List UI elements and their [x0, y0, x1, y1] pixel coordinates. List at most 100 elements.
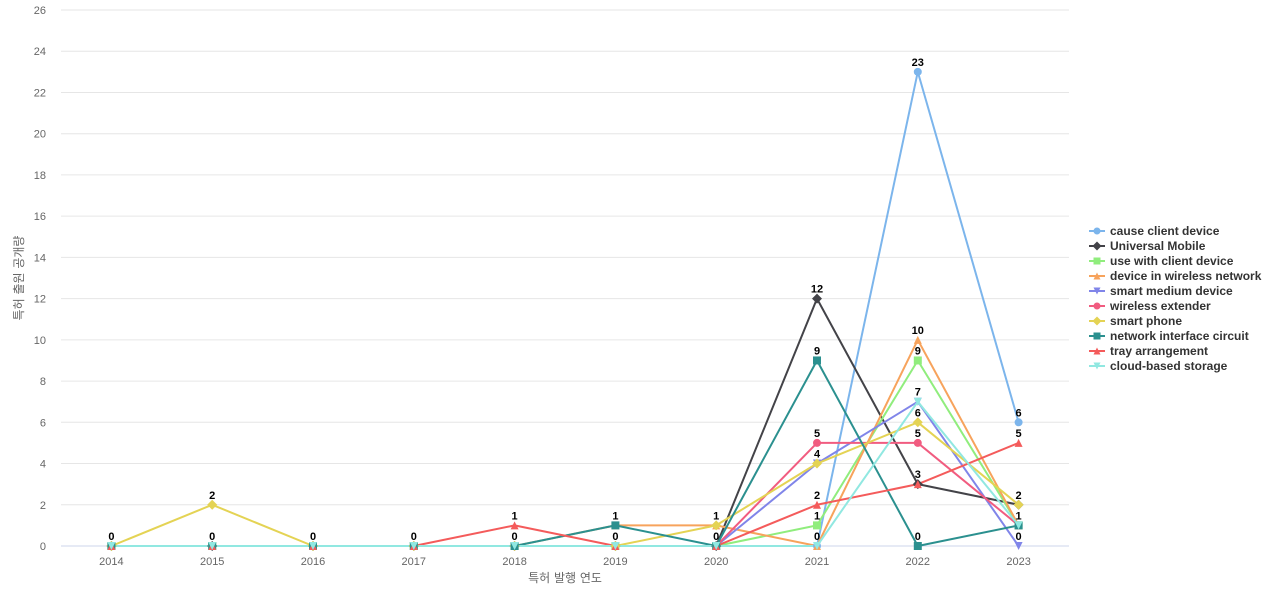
y-axis-title: 특허 출원 공개량 — [12, 236, 26, 321]
data-label: 4 — [814, 449, 821, 461]
x-tick-label: 2018 — [502, 556, 526, 568]
data-point — [813, 500, 821, 509]
x-tick-label: 2022 — [906, 556, 930, 568]
legend-marker — [1093, 257, 1101, 265]
series-line — [110, 400, 1020, 547]
legend-item[interactable]: smart phone — [1089, 314, 1182, 328]
series-lines — [110, 70, 1020, 547]
x-axis-ticks: 2014 2015 2016 2017 2018 2019 2020 2021 2022 2023 — [99, 556, 1031, 568]
x-tick-label: 2017 — [402, 556, 426, 568]
legend-marker — [1093, 347, 1101, 355]
data-label: 0 — [209, 531, 215, 543]
legend-item[interactable]: smart medium device — [1089, 284, 1233, 298]
y-tick-label: 2 — [40, 500, 46, 512]
data-label: 6 — [1016, 407, 1022, 419]
legend-marker — [1093, 272, 1101, 280]
legend-label: cause client device — [1110, 224, 1220, 238]
data-point — [1014, 521, 1023, 530]
data-label: 3 — [915, 469, 921, 481]
legend-item[interactable]: network interface circuit — [1089, 329, 1249, 343]
data-point — [711, 520, 722, 531]
y-tick-label: 0 — [40, 541, 46, 553]
legend-label: Universal Mobile — [1110, 239, 1206, 253]
data-point — [309, 542, 317, 550]
data-point — [510, 542, 519, 550]
data-label: 2 — [1016, 490, 1022, 502]
legend-label: tray arrangement — [1110, 344, 1208, 358]
series-line — [110, 421, 1020, 547]
data-point — [913, 335, 922, 344]
legend-item[interactable]: wireless extender — [1089, 299, 1211, 313]
data-label: 0 — [310, 531, 316, 543]
x-tick-label: 2019 — [603, 556, 627, 568]
x-tick-label: 2016 — [301, 556, 325, 568]
data-label: 0 — [814, 531, 820, 543]
data-label: 1 — [612, 510, 618, 522]
data-point — [913, 438, 922, 447]
legend-marker — [1092, 316, 1102, 326]
series-line — [110, 400, 1020, 547]
y-tick-label: 6 — [40, 417, 46, 429]
data-label: 0 — [713, 531, 719, 543]
x-axis-title: 특허 발행 연도 — [528, 570, 602, 585]
data-label: 9 — [915, 345, 921, 357]
y-tick-label: 18 — [34, 170, 46, 182]
legend-item[interactable]: cloud-based storage — [1089, 359, 1228, 373]
data-point — [611, 521, 620, 530]
data-point — [813, 438, 821, 447]
legend-item[interactable]: Universal Mobile — [1089, 239, 1206, 253]
x-tick-label: 2015 — [200, 556, 224, 568]
data-point — [913, 542, 922, 550]
series-markers — [106, 67, 1024, 551]
data-point — [207, 499, 218, 510]
data-point — [107, 542, 116, 550]
x-tick-label: 2020 — [704, 556, 728, 568]
legend-marker — [1093, 332, 1101, 340]
data-point — [611, 542, 620, 550]
data-label: 0 — [1016, 531, 1022, 543]
data-point — [813, 356, 821, 365]
series-line — [110, 441, 1020, 547]
data-label: 1 — [814, 510, 820, 522]
legend-item[interactable]: cause client device — [1089, 224, 1220, 238]
data-point — [913, 356, 922, 365]
data-point — [208, 542, 217, 550]
y-tick-label: 4 — [40, 459, 46, 471]
data-point — [812, 458, 822, 469]
data-point — [813, 542, 821, 550]
y-tick-label: 12 — [34, 294, 46, 306]
legend-label: cloud-based storage — [1110, 359, 1228, 373]
legend-item[interactable]: use with client device — [1089, 254, 1234, 268]
legend-marker — [1092, 241, 1102, 251]
legend-marker — [1093, 362, 1101, 370]
legend-label: device in wireless network — [1110, 269, 1262, 283]
legend-item[interactable]: device in wireless network — [1089, 269, 1262, 283]
series-line — [110, 441, 1020, 547]
data-point — [1014, 438, 1023, 447]
data-label: 23 — [912, 57, 924, 69]
data-label: 0 — [612, 531, 618, 543]
data-label: 5 — [1016, 428, 1022, 440]
data-label: 5 — [814, 428, 820, 440]
gridlines — [61, 9, 1069, 547]
y-tick-label: 22 — [34, 87, 46, 99]
legend-item[interactable]: tray arrangement — [1089, 344, 1208, 358]
legend-marker — [1093, 302, 1101, 310]
data-point — [812, 293, 822, 304]
y-tick-label: 16 — [34, 211, 46, 223]
legend-label: use with client device — [1110, 254, 1234, 268]
data-point — [913, 397, 922, 406]
x-tick-label: 2021 — [805, 556, 829, 568]
legend-label: smart medium device — [1110, 284, 1233, 298]
data-label: 2 — [209, 490, 215, 502]
legend-marker — [1093, 287, 1101, 295]
data-point — [913, 67, 922, 76]
y-tick-label: 14 — [34, 252, 46, 264]
data-point — [813, 521, 821, 530]
data-label: 5 — [915, 428, 921, 440]
data-label: 2 — [814, 490, 820, 502]
